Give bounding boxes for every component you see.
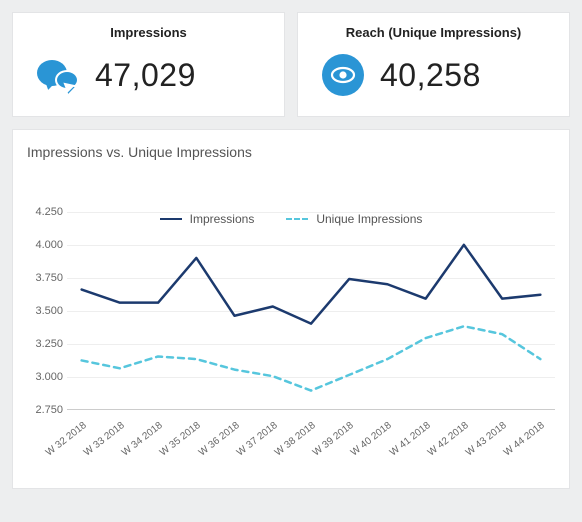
impressions-card-title: Impressions <box>23 25 274 40</box>
x-tick-label: W 37 2018 <box>235 420 280 458</box>
x-tick-label: W 42 2018 <box>426 420 471 458</box>
x-tick-label: W 44 2018 <box>502 420 547 458</box>
chart-card: Impressions vs. Unique Impressions 4.250… <box>12 129 570 489</box>
x-axis-labels: W 32 2018W 33 2018W 34 2018W 35 2018W 36… <box>67 416 555 456</box>
x-tick-label: W 33 2018 <box>82 420 127 458</box>
chart-lines <box>67 212 555 409</box>
x-tick-label: W 38 2018 <box>273 420 318 458</box>
chart-plot <box>67 212 555 410</box>
x-tick-label: W 39 2018 <box>311 420 356 458</box>
y-tick-label: 3.500 <box>35 305 63 317</box>
x-tick-label: W 40 2018 <box>349 420 394 458</box>
y-axis-labels: 4.2504.0003.7503.5003.2503.0002.750 <box>23 212 67 410</box>
reach-card-title: Reach (Unique Impressions) <box>308 25 559 40</box>
eye-icon <box>322 54 364 96</box>
x-tick-label: W 36 2018 <box>196 420 241 458</box>
chart-area: 4.2504.0003.7503.5003.2503.0002.750 W 32… <box>23 212 559 472</box>
y-tick-label: 4.250 <box>35 206 63 218</box>
metric-cards-row: Impressions 47,029 Reach (Unique Impress… <box>12 12 570 117</box>
x-tick-label: W 32 2018 <box>44 420 89 458</box>
impressions-card: Impressions 47,029 <box>12 12 285 117</box>
x-tick-label: W 43 2018 <box>464 420 509 458</box>
reach-card-body: 40,258 <box>308 54 559 96</box>
x-tick-label: W 34 2018 <box>120 420 165 458</box>
reach-value: 40,258 <box>380 57 481 94</box>
y-tick-label: 3.750 <box>35 272 63 284</box>
y-tick-label: 4.000 <box>35 239 63 251</box>
reach-card: Reach (Unique Impressions) 40,258 <box>297 12 570 117</box>
chart-title: Impressions vs. Unique Impressions <box>27 144 559 160</box>
series-line <box>82 245 541 324</box>
y-tick-label: 3.000 <box>35 371 63 383</box>
series-line <box>82 326 541 390</box>
y-tick-label: 2.750 <box>35 404 63 416</box>
impressions-card-body: 47,029 <box>23 54 274 96</box>
y-tick-label: 3.250 <box>35 338 63 350</box>
x-tick-label: W 35 2018 <box>158 420 203 458</box>
impressions-value: 47,029 <box>95 57 196 94</box>
chat-icon <box>37 54 79 96</box>
x-tick-label: W 41 2018 <box>388 420 433 458</box>
